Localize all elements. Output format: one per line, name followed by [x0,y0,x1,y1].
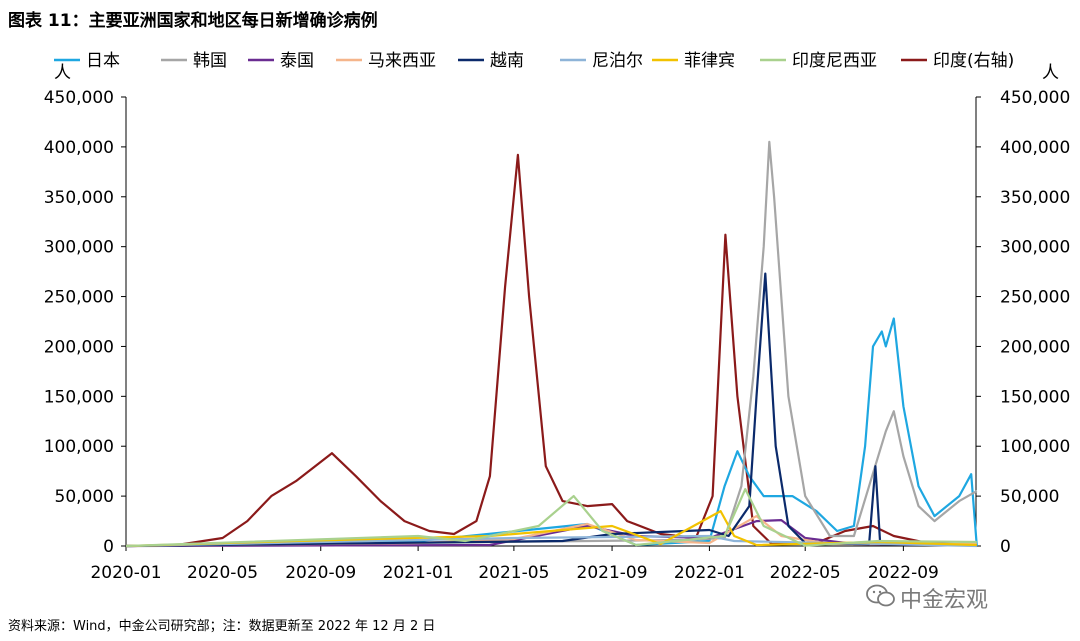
legend-item: 越南 [458,51,524,71]
x-tick-label: 2020-05 [187,563,258,583]
y-tick-label-left: 200,000 [44,337,114,357]
series-line [125,510,977,548]
x-tick-label: 2020-09 [285,563,356,583]
y-tick-label-left: 150,000 [44,387,114,407]
y-tick-label-left: 0 [103,537,114,557]
series-line [125,272,977,548]
x-tick-label: 2022-05 [770,563,841,583]
legend-label: 韩国 [193,51,227,71]
legend-item: 菲律宾 [652,51,735,71]
legend-item: 印度(右轴) [901,51,1014,71]
figure-title: 图表 11：主要亚洲国家和地区每日新增确诊病例 [8,11,378,31]
x-tick-label: 2021-09 [577,563,648,583]
y-tick-label-right: 50,000 [1000,487,1059,507]
y-tick-label-right: 450,000 [1000,88,1070,108]
x-tick-label: 2021-05 [478,563,549,583]
series-line [125,317,978,548]
y-tick-label-left: 450,000 [44,88,114,108]
y-tick-label-left: 400,000 [44,138,114,158]
legend-label: 菲律宾 [684,51,735,71]
legend-label: 印度尼西亚 [792,51,877,71]
source-footnote: 资料来源：Wind，中金公司研究部；注：数据更新至 2022 年 12 月 2 … [8,619,436,634]
line-chart: 日本 韩国 泰国 马来西亚 越南 尼泊尔 菲律宾 印度尼西亚 印度(右轴) 人 人 0 0 50,0… [44,51,1071,583]
y-tick-label-right: 150,000 [1000,387,1070,407]
x-tick-label: 2021-01 [383,563,454,583]
y-tick-label-right: 200,000 [1000,337,1070,357]
legend: 日本 韩国 泰国 马来西亚 越南 尼泊尔 菲律宾 印度尼西亚 印度(右轴) [54,51,1014,71]
x-tick-label: 2022-01 [674,563,745,583]
x-tick-label: 2020-01 [90,563,161,583]
axes: 0 0 50,000 50,000 100,000 100,000 150,000 150,0… [44,88,1071,583]
y-tick-label-right: 300,000 [1000,238,1070,258]
y-tick-label-right: 350,000 [1000,188,1070,208]
plot-area [125,140,978,548]
legend-item: 尼泊尔 [560,51,643,71]
y-tick-label-left: 350,000 [44,188,114,208]
legend-label: 印度(右轴) [933,51,1014,71]
y-axis-unit-left: 人 [54,63,71,83]
legend-label: 马来西亚 [368,51,436,71]
x-tick-label: 2022-09 [868,563,939,583]
y-tick-label-right: 0 [1000,537,1011,557]
watermark: 中金宏观 [900,588,989,613]
legend-label: 泰国 [280,51,314,71]
y-tick-label-right: 250,000 [1000,288,1070,308]
wechat-logo-icon [866,584,895,607]
y-tick-label-left: 100,000 [44,437,114,457]
series-line [125,153,977,548]
legend-item: 韩国 [161,51,227,71]
y-tick-label-left: 300,000 [44,238,114,258]
legend-item: 泰国 [248,51,314,71]
y-axis-unit-right: 人 [1042,63,1059,83]
y-tick-label-left: 50,000 [55,487,114,507]
y-tick-label-right: 100,000 [1000,437,1070,457]
y-tick-label-right: 400,000 [1000,138,1070,158]
series-line [125,488,977,548]
legend-label: 尼泊尔 [592,51,643,71]
series-line [125,140,978,548]
legend-label: 日本 [86,51,120,71]
legend-label: 越南 [490,51,524,71]
legend-item: 日本 [54,51,120,71]
legend-item: 马来西亚 [336,51,436,71]
y-tick-label-left: 250,000 [44,288,114,308]
legend-item: 印度尼西亚 [760,51,877,71]
